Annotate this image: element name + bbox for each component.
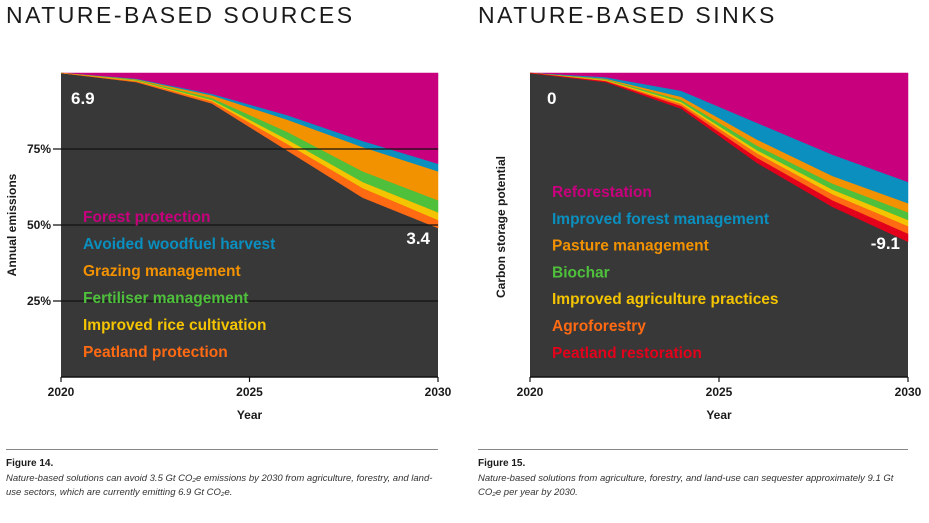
y-axis-title: Annual emissions <box>5 173 19 276</box>
x-tick-label: 2030 <box>895 385 922 399</box>
legend-item-avoided-woodfuel-harvest: Avoided woodfuel harvest <box>83 236 275 253</box>
legend-item-agroforestry: Agroforestry <box>552 318 646 335</box>
figure-caption-15: Figure 15. Nature-based solutions from a… <box>478 449 908 500</box>
legend-item-reforestation: Reforestation <box>552 184 652 201</box>
figure-caption-14: Figure 14. Nature-based solutions can av… <box>6 449 438 500</box>
figure-description: Nature-based solutions can avoid 3.5 Gt … <box>6 473 433 498</box>
x-tick-label: 2020 <box>517 385 544 399</box>
legend-item-pasture-management: Pasture management <box>552 238 709 255</box>
y-tick-label: 25% <box>27 294 51 308</box>
legend-item-improved-agriculture-practices: Improved agriculture practices <box>552 291 779 308</box>
x-tick-label: 2030 <box>425 385 452 399</box>
end-value-label: 3.4 <box>406 229 430 248</box>
area-peatland-protection <box>60 72 439 229</box>
x-tick-label: 2020 <box>48 385 75 399</box>
start-value-label: 6.9 <box>71 89 95 108</box>
x-tick-label: 2025 <box>706 385 733 399</box>
figure-label: Figure 14. <box>6 458 54 469</box>
legend-item-improved-forest-management: Improved forest management <box>552 211 769 228</box>
figure-description: Nature-based solutions from agriculture,… <box>478 473 894 498</box>
end-value-label: -9.1 <box>871 234 900 253</box>
chart-title-sinks: NATURE-BASED SINKS <box>478 2 777 28</box>
legend-item-grazing-management: Grazing management <box>83 263 241 280</box>
y-axis-title: Carbon storage potential <box>494 156 508 298</box>
legend-item-forest-protection: Forest protection <box>83 209 210 226</box>
area-peatland-restoration <box>529 72 909 243</box>
x-axis-title: Year <box>237 408 263 422</box>
figure-label: Figure 15. <box>478 458 526 469</box>
legend-item-improved-rice-cultivation: Improved rice cultivation <box>83 317 266 334</box>
y-tick-label: 75% <box>27 142 51 156</box>
start-value-label: 0 <box>547 89 556 108</box>
x-axis-title: Year <box>706 408 732 422</box>
legend-item-peatland-protection: Peatland protection <box>83 344 228 361</box>
legend-item-peatland-restoration: Peatland restoration <box>552 345 702 362</box>
sinks-area-chart: 2020 2025 2030 Year Carbon storage potential… <box>494 72 922 422</box>
x-tick-label: 2025 <box>236 385 263 399</box>
chart-title-sources: NATURE-BASED SOURCES <box>6 2 355 28</box>
legend-item-biochar: Biochar <box>552 264 610 281</box>
y-tick-label: 50% <box>27 218 51 232</box>
legend-item-fertiliser-management: Fertiliser management <box>83 290 248 307</box>
sources-area-chart: 75% 50% 25% 2020 2025 2030 Year Annual emission… <box>5 72 452 422</box>
